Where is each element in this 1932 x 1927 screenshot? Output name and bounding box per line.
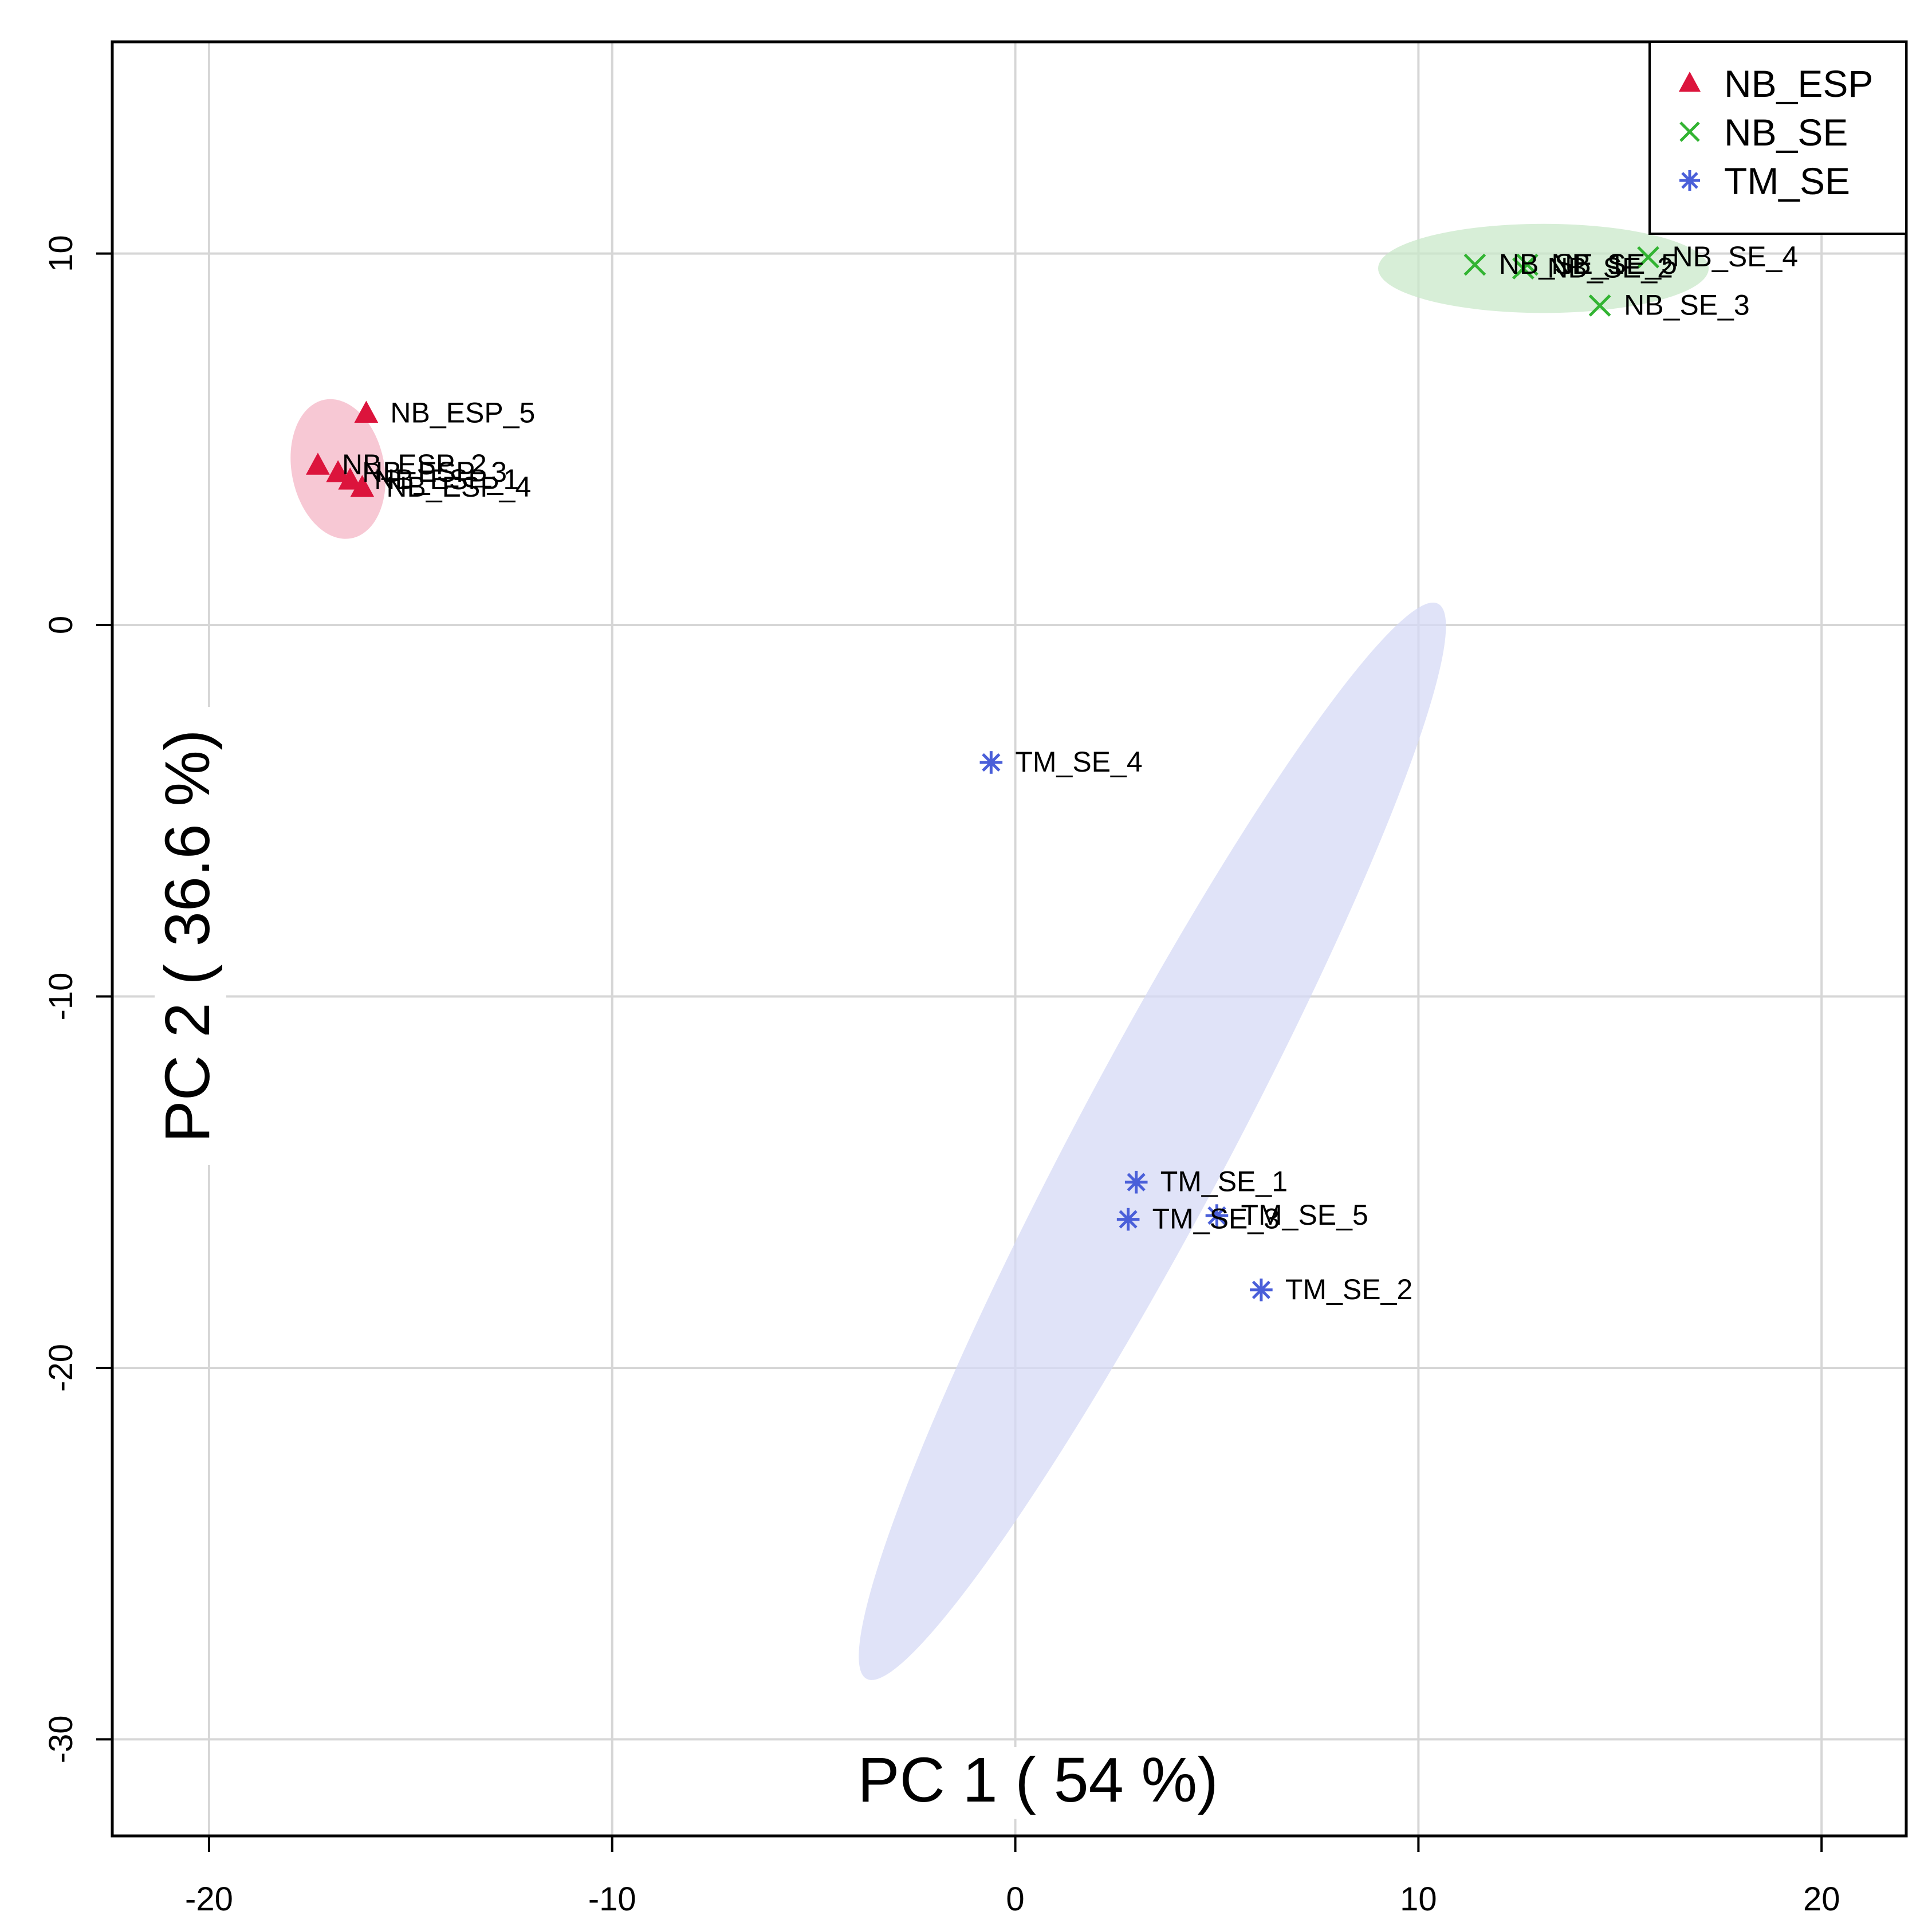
ellipse-NB_SE	[1378, 223, 1709, 313]
confidence-ellipses	[290, 223, 1709, 1680]
legend-marker-NB_ESP	[1679, 72, 1701, 92]
point-label-NB_SE_3: NB_SE_3	[1624, 289, 1750, 321]
point-label-NB_ESP_2: NB_ESP_2	[342, 449, 487, 481]
data-point-NB_ESP_5	[354, 400, 379, 423]
x-tick-label: -10	[588, 1881, 636, 1918]
triangle-marker	[354, 400, 379, 423]
x-marker-stroke	[1679, 121, 1700, 142]
point-label-TM_SE_4: TM_SE_4	[1015, 746, 1142, 778]
data-points	[306, 246, 1659, 1301]
y-tick-label: -20	[42, 1344, 80, 1392]
x-axis-title: PC 1 ( 54 %)	[857, 1745, 1218, 1815]
data-point-TM_SE_1	[1124, 1170, 1148, 1194]
plot-area-border	[111, 40, 1908, 1838]
point-label-NB_SE_5: NB_SE_5	[1551, 248, 1677, 280]
data-point-TM_SE_5	[1205, 1204, 1229, 1227]
data-point-NB_SE_3	[1588, 294, 1611, 317]
legend-label-NB_ESP: NB_ESP	[1724, 62, 1873, 105]
legend-marker-NB_SE	[1679, 121, 1700, 142]
x-marker-stroke	[1637, 246, 1659, 269]
x-tick-label: 0	[1006, 1881, 1024, 1918]
point-label-NB_SE_1: NB_SE_1	[1499, 248, 1625, 280]
triangle-marker	[350, 475, 375, 497]
data-point-NB_SE_1	[1463, 253, 1486, 276]
triangle-marker	[1679, 72, 1701, 92]
ellipse-TM_SE	[859, 602, 1446, 1680]
point-label-TM_SE_3: TM_SE_3	[1152, 1203, 1280, 1235]
data-point-NB_ESP_2	[306, 453, 330, 475]
triangle-marker	[306, 453, 330, 475]
point-label-NB_ESP_3: NB_ESP_3	[362, 456, 507, 488]
data-point-TM_SE_4	[979, 751, 1003, 774]
legend-marker-TM_SE	[1679, 170, 1700, 191]
point-label-TM_SE_2: TM_SE_2	[1285, 1273, 1412, 1305]
legend: NB_ESP NB_SE TM_SE	[1648, 41, 1907, 235]
legend-box	[1648, 41, 1907, 235]
legend-label-NB_SE: NB_SE	[1724, 111, 1848, 154]
point-label-NB_ESP_5: NB_ESP_5	[390, 396, 535, 428]
data-point-NB_SE_5	[1516, 253, 1538, 276]
point-label-NB_SE_4: NB_SE_4	[1673, 241, 1799, 273]
triangle-marker	[326, 460, 351, 482]
data-point-NB_ESP_1	[338, 467, 363, 490]
axis-ticks: -20 -10 0 10 20 -30 -20 -10 0 10	[42, 235, 1840, 1918]
y-tick-label: -30	[42, 1715, 80, 1763]
x-tick-label: 10	[1400, 1881, 1437, 1918]
data-point-NB_ESP_4	[350, 475, 375, 497]
data-point-NB_ESP_3	[326, 460, 351, 482]
point-label-TM_SE_1: TM_SE_1	[1160, 1166, 1288, 1198]
data-point-TM_SE_2	[1250, 1278, 1273, 1301]
point-label-NB_ESP_1: NB_ESP_1	[374, 463, 519, 495]
x-tick-label: 20	[1803, 1881, 1840, 1918]
x-axis-title-background	[809, 1747, 1267, 1819]
point-labels: NB_ESP_1NB_ESP_2NB_ESP_3NB_ESP_4 NB_ESP_5…	[342, 241, 1798, 1305]
y-axis-title: PC 2 ( 36.6 %)	[152, 729, 223, 1142]
axis-titles: PC 1 ( 54 %) PC 2 ( 36.6 %)	[152, 707, 1267, 1819]
x-marker-stroke	[1588, 294, 1611, 317]
legend-label-TM_SE: TM_SE	[1724, 160, 1850, 202]
x-tick-label: -20	[185, 1881, 233, 1918]
y-tick-label: 10	[42, 235, 80, 272]
y-tick-label: 0	[42, 616, 80, 634]
triangle-marker	[338, 467, 363, 490]
x-marker-stroke	[1463, 253, 1486, 276]
y-axis-title-background	[155, 707, 226, 1165]
point-label-NB_SE_2: NB_SE_2	[1547, 252, 1673, 284]
y-tick-label: -10	[42, 973, 80, 1021]
point-label-TM_SE_5: TM_SE_5	[1241, 1199, 1368, 1231]
point-label-NB_ESP_4: NB_ESP_4	[386, 471, 531, 503]
data-point-NB_SE_4	[1637, 246, 1659, 269]
x-marker-stroke	[1516, 253, 1538, 276]
data-point-TM_SE_3	[1116, 1208, 1140, 1231]
